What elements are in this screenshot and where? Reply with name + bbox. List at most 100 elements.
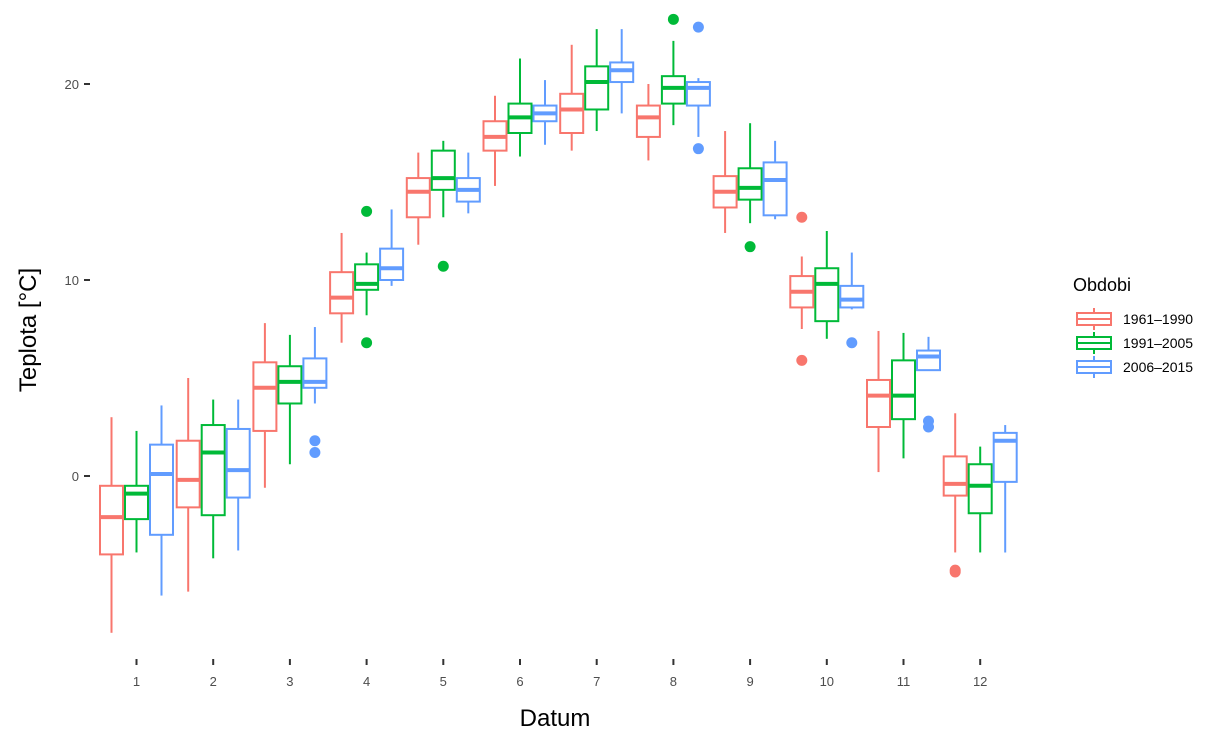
outlier-point (437, 260, 449, 272)
box-group (430, 140, 456, 272)
box-group (329, 232, 355, 343)
legend-label: 2006–2015 (1123, 359, 1193, 375)
box-group (737, 123, 763, 253)
box (967, 463, 993, 515)
box (99, 484, 124, 556)
box (866, 378, 891, 428)
legend-label: 1991–2005 (1123, 335, 1193, 351)
box-group (839, 252, 865, 349)
box (329, 271, 355, 315)
x-tick-label: 6 (516, 674, 523, 689)
x-tick-label: 2 (210, 674, 217, 689)
outlier-point (361, 205, 373, 217)
box-group (762, 140, 788, 220)
x-axis: 1 2 3 4 5 6 7 8 9 10 11 12 (133, 659, 987, 689)
box-group (455, 152, 481, 214)
box (635, 104, 661, 138)
y-tick-label: 0 (72, 469, 79, 484)
outlier-point (796, 354, 808, 366)
outlier-point (692, 21, 704, 33)
legend-item: 1961–1990 (1076, 308, 1193, 330)
outlier-point (309, 446, 321, 458)
box-group (175, 378, 201, 592)
outlier-point (949, 566, 961, 578)
x-tick-label: 11 (897, 674, 911, 689)
box (354, 263, 380, 291)
box (584, 65, 610, 111)
box (252, 361, 278, 432)
box-group (685, 21, 711, 155)
box (891, 359, 916, 421)
box-group (252, 323, 278, 488)
x-tick-label: 9 (746, 674, 753, 689)
legend: Obdobi 1961–1990 1991–2005 2006–2015 (1073, 275, 1193, 378)
box-group (149, 405, 174, 596)
box-group (559, 44, 585, 151)
box-group (712, 131, 738, 233)
box (762, 161, 788, 217)
x-tick-label: 1 (133, 674, 140, 689)
plot-area (99, 13, 1018, 633)
y-axis-title: Teplota [°C] (15, 268, 42, 392)
x-tick-label: 3 (286, 674, 293, 689)
legend-label: 1961–1990 (1123, 311, 1193, 327)
box (124, 484, 149, 521)
box (814, 267, 840, 323)
box (200, 424, 226, 517)
legend-item: 1991–2005 (1076, 332, 1193, 354)
box (916, 349, 941, 372)
box (379, 247, 405, 281)
box-group (379, 209, 405, 286)
box-group (609, 29, 635, 114)
box-group (814, 231, 840, 339)
box-group (200, 399, 226, 559)
box-group (302, 327, 328, 458)
box (839, 284, 865, 309)
x-tick-label: 7 (593, 674, 600, 689)
outlier-point (923, 421, 934, 433)
box-group (967, 446, 993, 553)
box-group (405, 152, 431, 245)
outlier-point (667, 13, 679, 25)
box-group (532, 80, 558, 145)
box-group (891, 332, 916, 459)
outlier-point (692, 143, 704, 155)
box (225, 427, 251, 499)
box-group (660, 13, 686, 126)
box-group (124, 430, 149, 553)
box-group (866, 330, 891, 473)
box (737, 167, 763, 201)
box-group (482, 95, 508, 186)
x-tick-label: 4 (363, 674, 370, 689)
outlier-point (846, 337, 858, 349)
box-group (992, 425, 1018, 553)
legend-title: Obdobi (1073, 275, 1131, 295)
y-tick-label: 10 (65, 273, 79, 288)
outlier-point (744, 241, 756, 253)
box (277, 365, 303, 405)
legend-item: 2006–2015 (1076, 356, 1193, 378)
box-group (277, 334, 303, 465)
x-tick-label: 10 (820, 674, 834, 689)
box (559, 92, 585, 135)
box-group (225, 399, 251, 551)
box (175, 439, 201, 509)
box (992, 431, 1018, 483)
box (430, 149, 456, 191)
box-group (507, 58, 533, 157)
box (149, 443, 174, 536)
box-group (916, 336, 941, 433)
y-axis: 0 10 20 (65, 77, 90, 484)
x-tick-label: 5 (440, 674, 447, 689)
box-group (99, 417, 124, 633)
x-tick-label: 8 (670, 674, 677, 689)
box (942, 455, 968, 497)
x-axis-title: Datum (520, 705, 591, 732)
outlier-point (361, 337, 373, 349)
y-tick-label: 20 (65, 77, 79, 92)
outlier-point (796, 211, 808, 223)
outlier-point (309, 435, 321, 447)
box-group (584, 29, 610, 132)
box (685, 81, 711, 107)
